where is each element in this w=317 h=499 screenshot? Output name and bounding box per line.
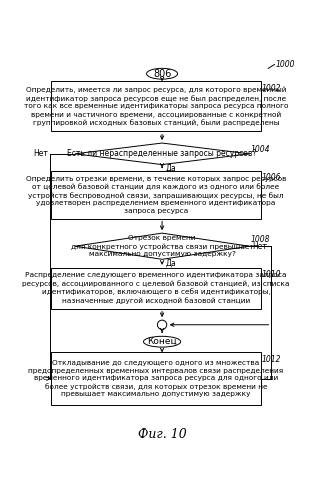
Text: 1006: 1006 <box>262 173 281 182</box>
Text: Отрезок времени
для конкретного устройства связи превышает
максимально допустиму: Отрезок времени для конкретного устройст… <box>71 236 254 257</box>
Ellipse shape <box>146 68 178 79</box>
Text: Определить, имеется ли запрос ресурса, для которого временный
идентификатор запр: Определить, имеется ли запрос ресурса, д… <box>24 87 288 126</box>
Text: 1012: 1012 <box>262 355 281 364</box>
Text: Да: Да <box>165 164 176 173</box>
Text: 1004: 1004 <box>251 145 270 154</box>
Text: Откладывание до следующего одного из множества
предопределенных временных интерв: Откладывание до следующего одного из мно… <box>28 360 283 397</box>
Text: Да: Да <box>165 258 176 267</box>
Text: Нет: Нет <box>33 149 48 158</box>
Text: 806: 806 <box>153 69 171 79</box>
FancyBboxPatch shape <box>51 171 261 219</box>
Text: Есть ли нераспределенные запросы ресурсов?: Есть ли нераспределенные запросы ресурсо… <box>68 149 257 158</box>
Polygon shape <box>75 233 249 259</box>
Text: 1000: 1000 <box>275 60 295 69</box>
Text: 1010: 1010 <box>262 270 281 279</box>
FancyBboxPatch shape <box>51 352 261 405</box>
FancyBboxPatch shape <box>51 268 261 308</box>
Text: Конец: Конец <box>147 337 177 346</box>
Polygon shape <box>75 143 249 165</box>
Text: Нет: Нет <box>252 242 267 250</box>
FancyBboxPatch shape <box>51 81 261 132</box>
Text: 1002: 1002 <box>262 84 281 93</box>
Ellipse shape <box>144 336 181 347</box>
Text: Распределение следующего временного идентификатора запроса
ресурсов, ассоциирова: Распределение следующего временного иден… <box>22 272 290 304</box>
Circle shape <box>158 320 167 329</box>
Text: 1008: 1008 <box>251 235 270 244</box>
Text: Определить отрезки времени, в течение которых запрос ресурсов
от целевой базовой: Определить отрезки времени, в течение ко… <box>26 176 286 214</box>
Text: Фиг. 10: Фиг. 10 <box>138 428 186 441</box>
